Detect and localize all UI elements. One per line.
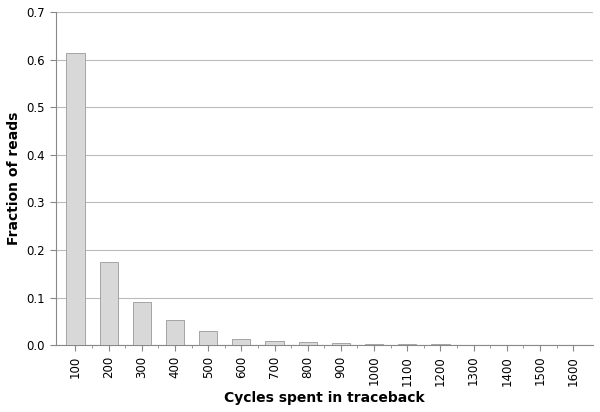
Bar: [398, 344, 416, 345]
Bar: [431, 344, 449, 345]
X-axis label: Cycles spent in traceback: Cycles spent in traceback: [224, 391, 425, 405]
Bar: [67, 53, 85, 345]
Bar: [199, 331, 217, 345]
Bar: [332, 343, 350, 345]
Y-axis label: Fraction of reads: Fraction of reads: [7, 112, 21, 245]
Bar: [232, 339, 250, 345]
Bar: [299, 342, 317, 345]
Bar: [265, 341, 284, 345]
Bar: [133, 302, 151, 345]
Bar: [365, 344, 383, 345]
Bar: [166, 320, 184, 345]
Bar: [100, 262, 118, 345]
